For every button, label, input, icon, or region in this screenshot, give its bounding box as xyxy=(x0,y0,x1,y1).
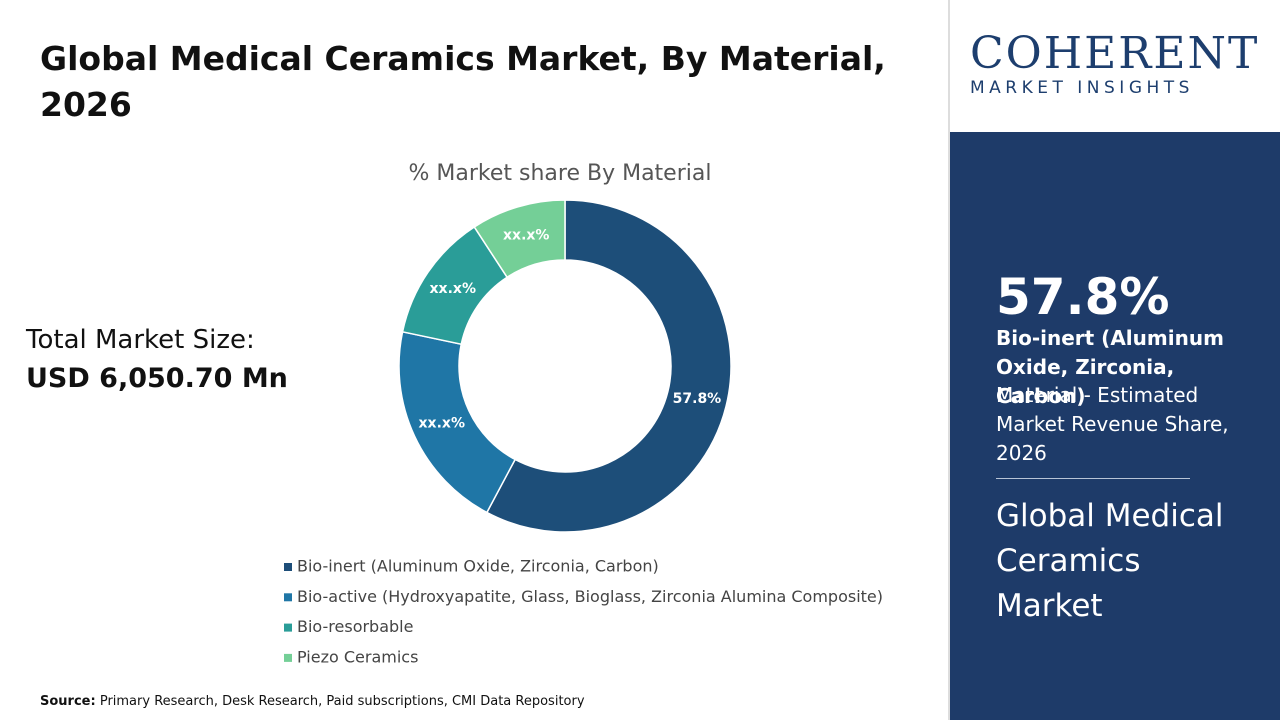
logo-tagline: MARKET INSIGHTS xyxy=(970,78,1194,98)
side-panel: 57.8% Bio-inert (Aluminum Oxide, Zirconi… xyxy=(950,132,1280,720)
market-size-label: Total Market Size: xyxy=(26,325,255,355)
legend-label: Bio-inert (Aluminum Oxide, Zirconia, Car… xyxy=(297,557,659,576)
donut-slice xyxy=(485,199,732,533)
legend-label: Bio-resorbable xyxy=(297,617,413,636)
chart-title: % Market share By Material xyxy=(409,161,712,186)
panel-description: Material - Estimated Market Revenue Shar… xyxy=(996,383,1229,465)
legend-swatch xyxy=(284,563,292,571)
slice-label: xx.x% xyxy=(419,416,465,432)
legend-label: Bio-active (Hydroxyapatite, Glass, Biogl… xyxy=(297,587,883,606)
slice-label: xx.x% xyxy=(503,228,549,244)
panel-market: Global Medical Ceramics Market xyxy=(996,498,1224,624)
panel-value: 57.8% xyxy=(996,268,1170,326)
legend-swatch xyxy=(284,593,292,602)
slice-label: xx.x% xyxy=(430,281,476,297)
source-text: Primary Research, Desk Research, Paid su… xyxy=(99,694,585,709)
donut-slice xyxy=(473,199,566,279)
legend-swatch xyxy=(284,623,292,632)
legend-swatch xyxy=(284,653,292,662)
slice-label: 57.8% xyxy=(673,391,722,407)
divider xyxy=(948,0,950,720)
panel-segment: Bio-inert (Aluminum Oxide, Zirconia, Car… xyxy=(996,326,1224,408)
chart: % Market share By Material 57.8% xx.x% xx.… xyxy=(284,161,883,666)
legend-label: Piezo Ceramics xyxy=(297,647,418,666)
title: Global Medical Ceramics Market, By Mater… xyxy=(40,39,886,124)
logo: COHERENT MARKET INSIGHTS xyxy=(950,0,1280,132)
source-label: Source: xyxy=(40,694,96,709)
panel-rule xyxy=(996,478,1190,479)
logo-name: COHERENT xyxy=(970,28,1260,79)
market-size-value: USD 6,050.70 Mn xyxy=(26,363,288,394)
source: Source: Primary Research, Desk Research,… xyxy=(40,694,585,709)
